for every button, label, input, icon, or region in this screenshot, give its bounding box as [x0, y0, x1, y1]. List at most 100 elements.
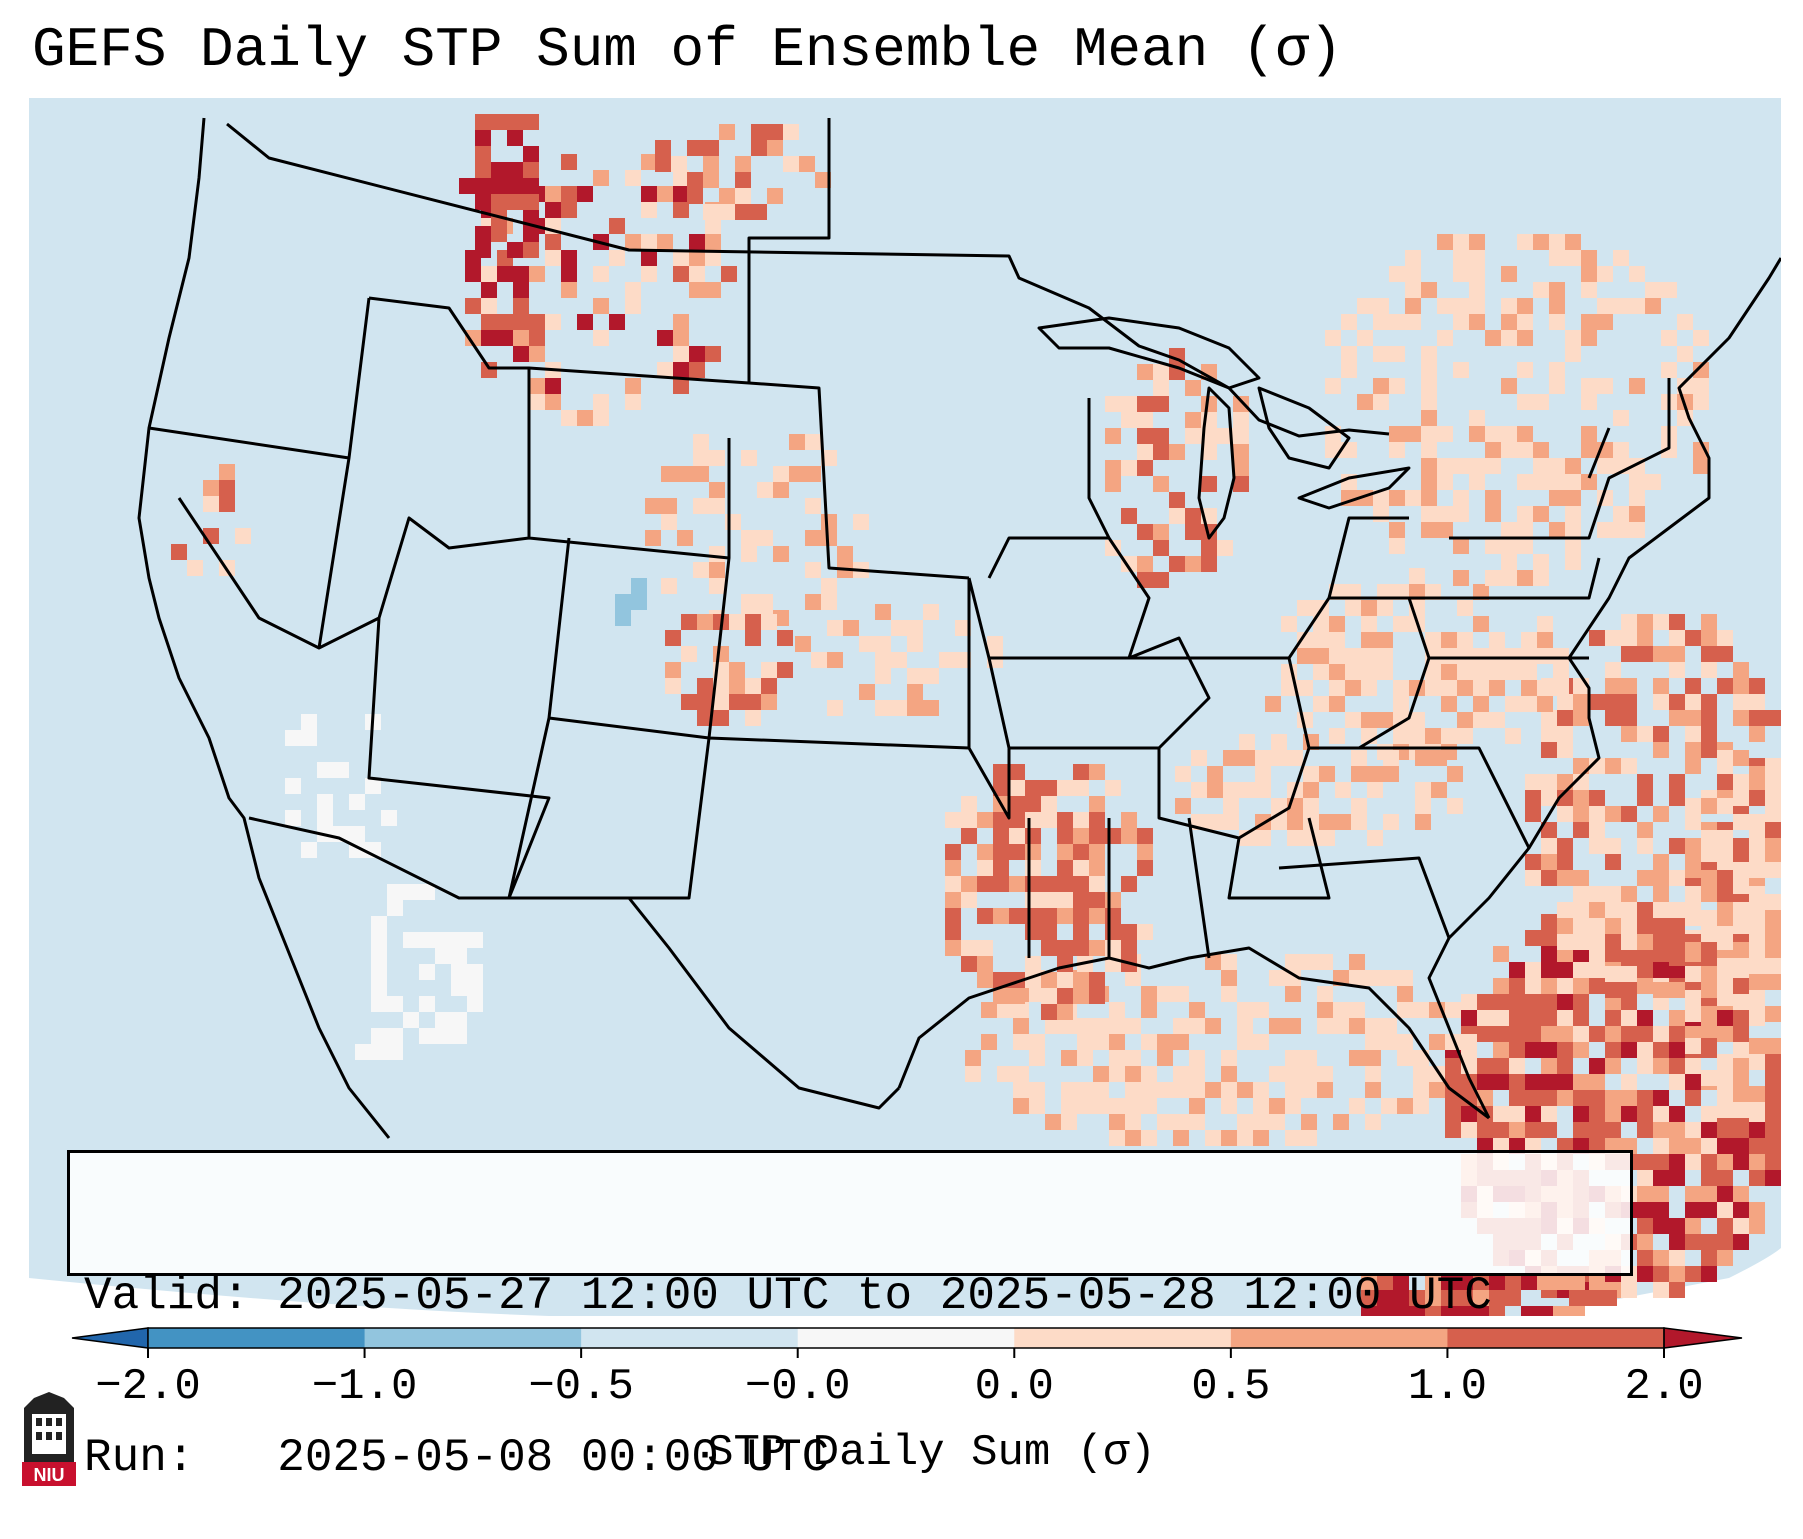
stp-cell: [1345, 712, 1361, 728]
stp-cell: [1125, 970, 1141, 986]
stp-cell: [1447, 798, 1463, 814]
stp-cell: [745, 614, 761, 630]
stp-cell: [1733, 1186, 1749, 1202]
stp-cell: [1749, 958, 1765, 974]
stp-cell: [1653, 1058, 1669, 1074]
stp-cell: [1397, 970, 1413, 986]
stp-cell: [1013, 1034, 1029, 1050]
stp-cell: [1317, 1066, 1333, 1082]
stp-cell: [1733, 1086, 1749, 1102]
stp-cell: [1621, 1282, 1637, 1298]
stp-cell: [1381, 970, 1397, 986]
stp-cell: [1189, 1018, 1205, 1034]
stp-cell: [1493, 946, 1509, 962]
valid-line: Valid: 2025-05-27 12:00 UTC to 2025-05-2…: [84, 1270, 1492, 1322]
stp-cell: [1089, 908, 1105, 924]
stp-cell: [655, 140, 671, 156]
stp-cell: [1253, 1114, 1269, 1130]
stp-cell: [1669, 614, 1685, 630]
stp-cell: [1581, 282, 1597, 298]
stp-cell: [837, 546, 853, 562]
stp-cell: [1425, 632, 1441, 648]
stp-cell: [735, 188, 751, 204]
state-lines-west: [148, 118, 1011, 900]
stp-cell: [1701, 846, 1717, 862]
stp-cell: [1669, 982, 1685, 998]
stp-cell: [1205, 1082, 1221, 1098]
stp-cell: [435, 932, 451, 948]
stp-cell: [977, 908, 993, 924]
stp-cell: [1669, 1250, 1685, 1266]
stp-cell: [1517, 298, 1533, 314]
stp-cell: [1421, 394, 1437, 410]
stp-cell: [657, 186, 673, 202]
stp-cell: [1137, 524, 1153, 540]
stp-cell: [1469, 282, 1485, 298]
stp-cell: [1693, 458, 1709, 474]
stp-cell: [1653, 1026, 1669, 1042]
stp-cell: [1621, 902, 1637, 918]
stp-cell: [875, 604, 891, 620]
stp-cell: [1349, 1018, 1365, 1034]
stp-cell: [1589, 694, 1605, 710]
stp-cell: [1057, 908, 1073, 924]
stp-cell: [1565, 474, 1581, 490]
stp-cell: [1125, 1050, 1141, 1066]
stp-cell: [687, 172, 703, 188]
stp-cell: [1453, 538, 1469, 554]
stp-cell: [1653, 694, 1669, 710]
stp-cell: [475, 162, 491, 178]
stp-cell: [1701, 694, 1717, 710]
stp-cell: [1237, 1130, 1253, 1146]
stp-cell: [1437, 474, 1453, 490]
stp-cell: [703, 140, 719, 156]
stp-cell: [1533, 458, 1549, 474]
stp-cell: [1521, 664, 1537, 680]
stp-cell: [1597, 458, 1613, 474]
stp-cell: [641, 186, 657, 202]
stp-cell: [1509, 1090, 1525, 1106]
stp-cell: [1717, 774, 1733, 790]
stp-cell: [1685, 726, 1701, 742]
stp-cell: [1621, 646, 1637, 662]
stp-cell: [1637, 1250, 1653, 1266]
stp-cell: [709, 450, 725, 466]
stp-cell: [767, 188, 783, 204]
stp-cell: [709, 482, 725, 498]
borders: [137, 117, 1781, 1139]
colorbar-tick-label: 2.0: [1624, 1362, 1704, 1412]
stp-cell: [757, 594, 773, 610]
stp-cell: [673, 202, 689, 218]
stp-cell: [1393, 584, 1409, 600]
stp-cell: [1437, 458, 1453, 474]
stp-cell: [1137, 444, 1153, 460]
us-mexico-border: [248, 816, 901, 1110]
stp-cell: [1367, 782, 1383, 798]
pacific-coast: [137, 117, 391, 1139]
stp-cell: [1517, 234, 1533, 250]
stp-cell: [481, 298, 497, 314]
stp-cell: [1415, 814, 1431, 830]
stp-cell: [1517, 522, 1533, 538]
stp-cell: [1041, 812, 1057, 828]
stp-cell: [1653, 646, 1669, 662]
stp-cell: [1221, 1082, 1237, 1098]
stp-cell: [1653, 678, 1669, 694]
stp-cell: [1185, 428, 1201, 444]
stp-cell: [1685, 798, 1701, 814]
stp-cell: [1589, 1074, 1605, 1090]
gulf-coast: [897, 946, 1490, 1120]
stp-cell: [1701, 630, 1717, 646]
stp-cell: [1717, 830, 1733, 846]
stp-cell: [1141, 1002, 1157, 1018]
stp-cell: [561, 410, 577, 426]
stp-cell: [1589, 806, 1605, 822]
stp-cell: [1553, 664, 1569, 680]
stp-cell: [1557, 1026, 1573, 1042]
stp-cell: [1749, 1154, 1765, 1170]
stp-cell: [1541, 978, 1557, 994]
stp-cell: [1191, 750, 1207, 766]
stp-cell: [1637, 1122, 1653, 1138]
stp-cell: [507, 178, 523, 194]
colorbar-extend-low: [71, 1327, 149, 1349]
